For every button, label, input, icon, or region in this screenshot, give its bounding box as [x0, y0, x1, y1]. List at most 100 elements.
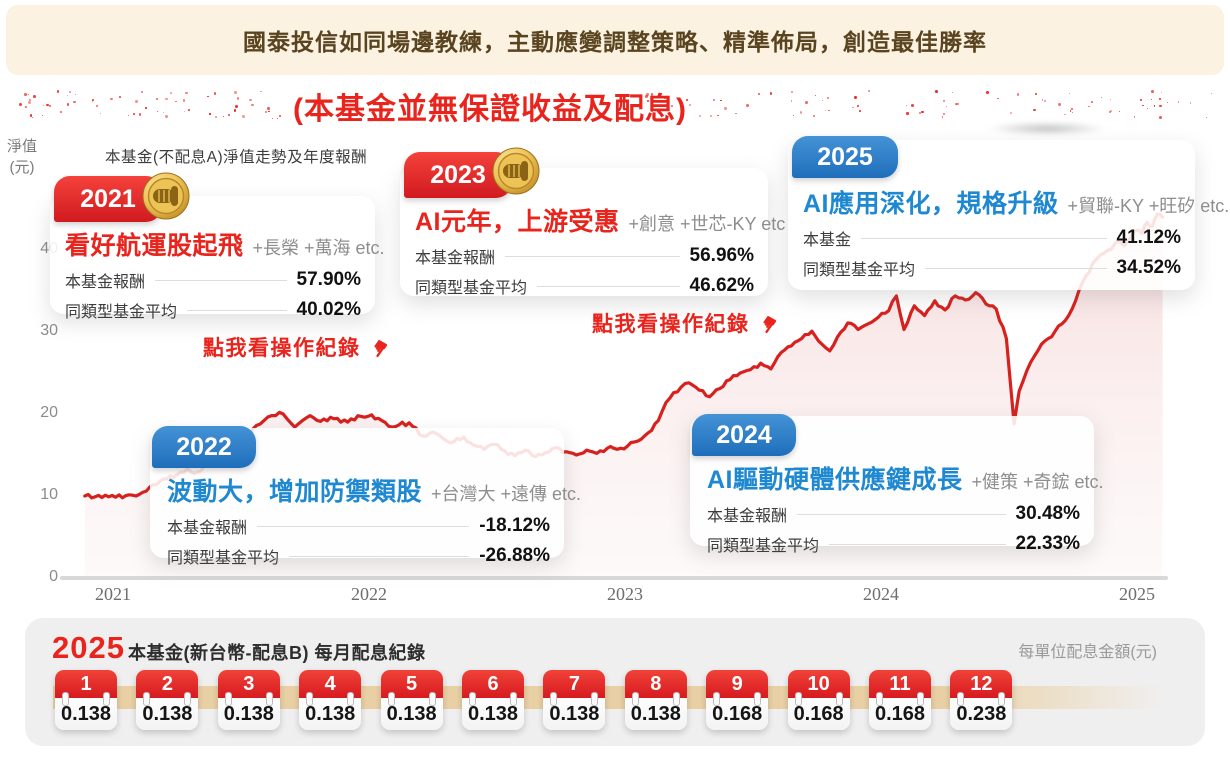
speckle-dot	[688, 103, 692, 107]
calendar-ring-icon	[835, 692, 843, 706]
speckle-dot	[75, 93, 77, 96]
speckle-dot	[1109, 110, 1112, 113]
speckle-dot	[162, 112, 165, 114]
dividend-unit-label: 每單位配息金額(元)	[1018, 644, 1157, 661]
view-records-link-2021[interactable]: 點我看操作紀錄☛	[203, 332, 393, 365]
dividend-tile-month-5: 5 0.138	[380, 670, 443, 730]
shadow-blob	[988, 121, 1106, 136]
speckle-dot	[228, 114, 231, 117]
speckle-dot	[935, 90, 938, 94]
speckle-dot	[651, 110, 654, 113]
x-tick-label: 2021	[95, 584, 131, 604]
speckle-dot	[670, 104, 674, 107]
speckle-dot	[119, 96, 122, 99]
speckle-dot	[1142, 104, 1144, 106]
dividend-tile-month-9: 9 0.168	[706, 670, 769, 730]
metric-row: 本基金報酬 30.48%	[707, 502, 1080, 526]
speckle-dot	[813, 114, 816, 117]
calendar-ring-icon	[265, 692, 273, 706]
speckle-dot	[1210, 92, 1213, 95]
speckle-dot	[56, 90, 60, 93]
calendar-ring-icon	[469, 692, 476, 706]
speckle-dot	[28, 101, 32, 104]
y-axis-label-line1: 淨值	[6, 138, 37, 155]
speckle-dot	[135, 100, 139, 104]
speckle-dot	[1088, 105, 1091, 108]
speckle-dot	[1100, 96, 1103, 98]
speckle-dot	[709, 114, 712, 117]
y-tick-label: 20	[40, 404, 58, 421]
speckle-dot	[277, 117, 279, 119]
speckle-dot	[46, 103, 49, 107]
speckle-dot	[233, 109, 236, 112]
speckle-dot	[213, 92, 216, 95]
speckle-dot	[686, 98, 688, 101]
calendar-ring-icon	[672, 692, 680, 706]
speckle-dot	[165, 97, 168, 101]
speckle-dot	[96, 104, 99, 108]
calendar-ring-icon	[957, 692, 965, 706]
speckle-dot	[259, 90, 262, 93]
speckle-dot	[1108, 110, 1112, 114]
headline-banner: 國泰投信如同場邊教練，主動應變調整策略、精準佈局，創造最佳勝率	[6, 5, 1224, 75]
dividend-tile-month-6: 6 0.138	[462, 670, 524, 730]
leader-line	[155, 279, 287, 281]
view-records-label: 點我看操作紀錄	[203, 337, 361, 360]
speckle-dot	[997, 97, 999, 100]
calendar-ring-icon	[306, 692, 314, 706]
speckle-dot	[1158, 97, 1161, 100]
speckle-dot	[236, 97, 239, 100]
speckle-dot	[1072, 111, 1074, 113]
y-axis-label: 淨值 (元)	[2, 136, 42, 178]
speckle-dot	[985, 91, 989, 95]
y-tick-label: 0	[49, 568, 58, 585]
year-tab-label: 2021	[80, 184, 136, 213]
speckle-dot	[734, 112, 737, 115]
speckle-dot	[99, 112, 101, 114]
leader-line	[289, 555, 470, 557]
speckle-dot	[60, 111, 63, 113]
speckle-dot	[1159, 104, 1162, 108]
speckle-dot	[175, 100, 178, 103]
calendar-ring-icon	[631, 692, 639, 706]
annotation-card-2022: 2022 波動大，增加防禦類股 +台灣大 +遠傳 etc. 本基金報酬 -18.…	[150, 426, 581, 567]
card-theme: AI元年，上游受惠	[415, 208, 620, 236]
speckle-dot	[1160, 92, 1163, 94]
view-records-link-2023[interactable]: 點我看操作紀錄☛	[592, 308, 782, 341]
leader-line	[505, 255, 680, 257]
speckle-dot	[645, 93, 649, 96]
annotation-card-2025: 2025 AI應用深化，規格升級 +貿聯-KY +旺矽 etc. 本基金 41.…	[788, 136, 1229, 290]
speckle-dot	[646, 99, 649, 103]
metric-value: 22.33%	[1015, 533, 1080, 554]
speckle-dot	[234, 105, 238, 109]
dividend-tile-month-8: 8 0.138	[624, 670, 687, 730]
year-tab-2022: 2022	[152, 426, 256, 468]
speckle-dot	[945, 106, 947, 108]
speckle-dot	[1177, 101, 1180, 103]
speckle-dot	[717, 114, 719, 117]
speckle-dot	[32, 94, 36, 98]
speckle-dot	[214, 116, 218, 119]
speckle-dot	[138, 112, 142, 116]
speckle-dot	[650, 93, 654, 97]
calendar-ring-icon	[876, 692, 883, 706]
speckle-dot	[745, 103, 749, 107]
calendar-ring-icon	[143, 692, 151, 706]
metric-value: -18.12%	[479, 515, 550, 536]
speckle-dot	[27, 94, 30, 96]
calendar-ring-icon	[387, 692, 395, 706]
speckle-dot	[209, 113, 211, 115]
dividend-year: 2025	[52, 630, 125, 665]
metric-label: 同類型基金平均	[415, 280, 528, 297]
speckle-dot	[1118, 110, 1120, 112]
speckle-dot	[251, 103, 255, 107]
speckle-dot	[242, 115, 245, 119]
fist-medal-icon	[492, 147, 540, 195]
speckle-dot	[268, 111, 270, 113]
speckle-dot	[48, 104, 52, 108]
speckle-dot	[66, 103, 70, 106]
year-tab-label: 2023	[430, 160, 486, 189]
annotation-card-2021: 2021 看好航運股起飛 +長榮 +萬海 etc. 本基金報酬 57.90% 同…	[50, 172, 385, 321]
speckle-dot	[69, 90, 72, 93]
speckle-dot	[1017, 93, 1020, 96]
